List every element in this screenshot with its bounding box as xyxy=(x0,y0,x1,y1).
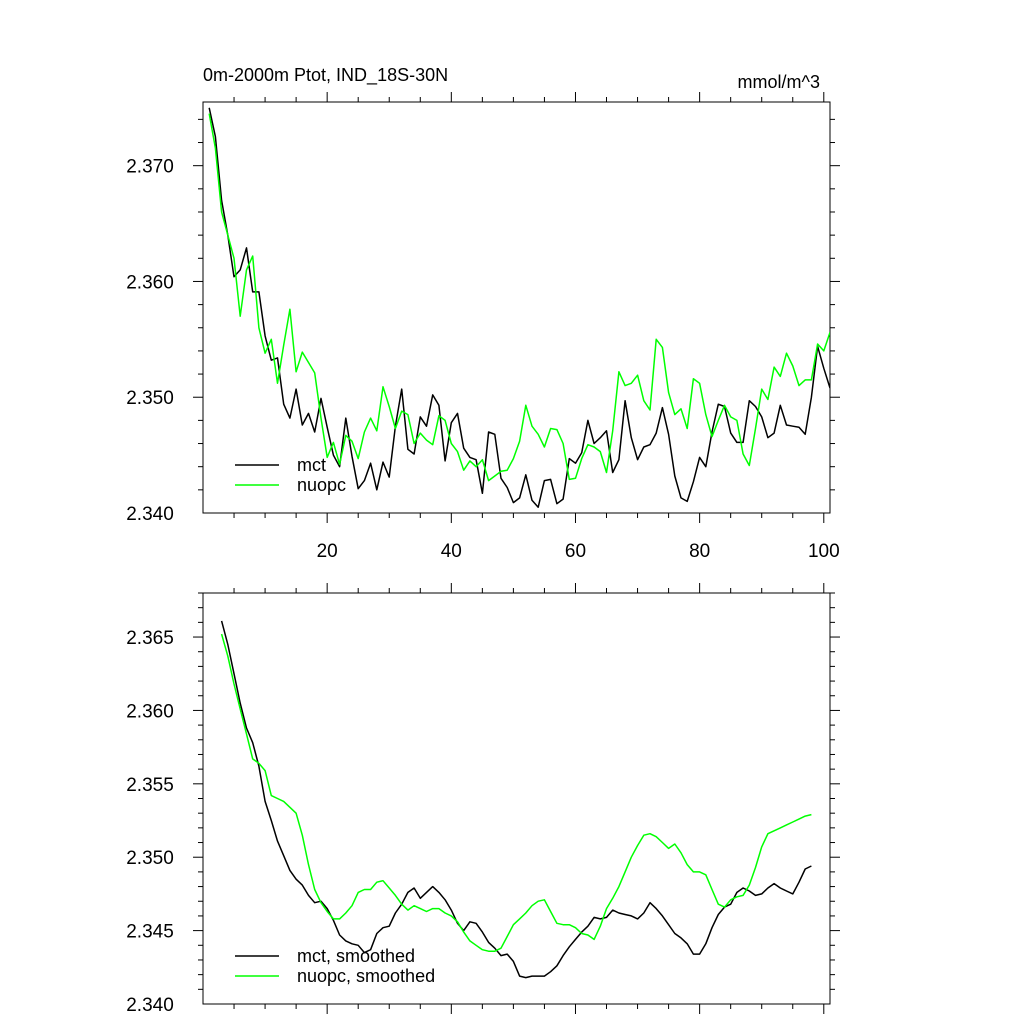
series-line-nuopc xyxy=(208,113,830,482)
y-tick-label: 2.365 xyxy=(126,628,174,649)
bottom-panel: 2.340 2.345 2.350 2.355 2.360 2.365 mct, smoot… xyxy=(126,583,840,1016)
y-tick-label: 2.370 xyxy=(126,157,174,178)
series-line-mct xyxy=(208,107,830,508)
x-tick-label: 80 xyxy=(689,541,710,562)
y-tick-label: 2.360 xyxy=(126,701,174,722)
top-panel: 20 40 60 80 100 2.340 2.350 2.360 2.370 0m-2000m … xyxy=(126,65,840,562)
units-label: mmol/m^3 xyxy=(738,72,820,92)
y-tick-label: 2.355 xyxy=(126,775,174,796)
series-line-mct-smoothed xyxy=(220,620,812,979)
y-tick-label: 2.360 xyxy=(126,272,174,293)
y-tick-label: 2.350 xyxy=(126,388,174,409)
legend-label: nuopc, smoothed xyxy=(297,966,435,986)
chart-title: 0m-2000m Ptot, IND_18S-30N xyxy=(203,65,448,86)
plot-frame xyxy=(202,101,831,514)
plot-frame xyxy=(202,592,831,1005)
x-tick-label: 20 xyxy=(317,541,338,562)
x-tick-label: 100 xyxy=(808,541,840,562)
y-tick-label: 2.340 xyxy=(126,995,174,1016)
legend-label: mct, smoothed xyxy=(297,946,415,966)
x-tick-label: 60 xyxy=(565,541,586,562)
x-tick-label: 40 xyxy=(441,541,462,562)
y-tick-label: 2.350 xyxy=(126,848,174,869)
y-tick-label: 2.340 xyxy=(126,504,174,525)
y-tick-label: 2.345 xyxy=(126,922,174,943)
legend-label: nuopc xyxy=(297,475,346,495)
series-line-nuopc-smoothed xyxy=(220,633,812,952)
legend-label: mct xyxy=(297,455,326,475)
